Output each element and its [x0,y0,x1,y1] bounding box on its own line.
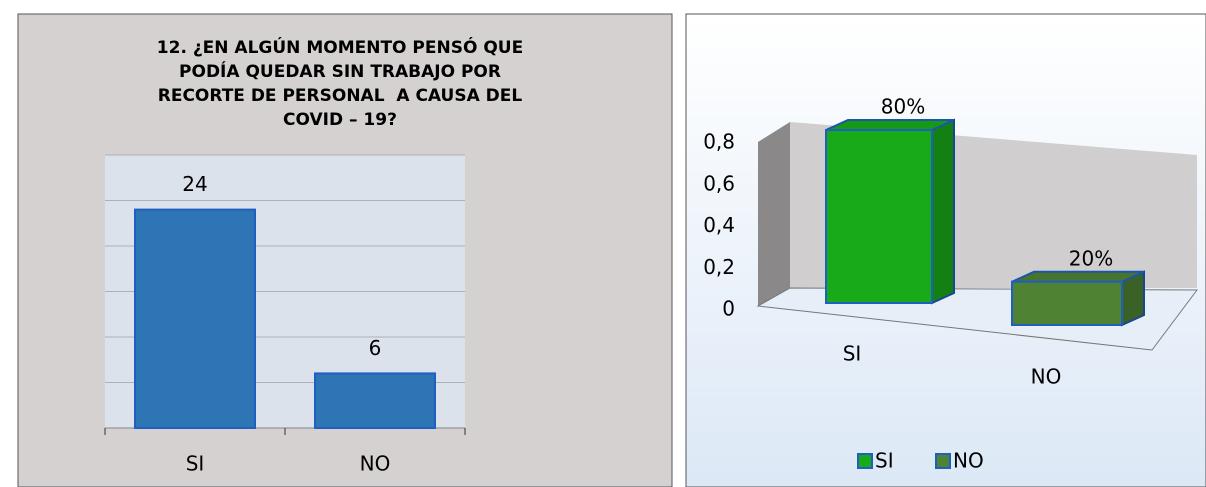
chart-title: PODÍA QUEDAR SIN TRABAJO POR [179,60,501,82]
y-tick-label: 0,8 [703,130,735,154]
data-label: 6 [369,336,382,360]
data-label: 80% [881,95,925,119]
x-tick-label: SI [186,452,205,476]
bar-side [931,118,955,305]
data-label: 24 [182,172,207,196]
bar-top [825,119,955,131]
y-tick-label: 0,2 [703,255,735,279]
legend-label: SI [875,449,894,473]
x-tick-label: SI [843,342,862,366]
bar [314,372,436,429]
legend-swatch [935,453,951,469]
chart-title: COVID – 19? [283,110,397,130]
bar-top [1011,270,1145,283]
bar [825,129,933,304]
x-tick-label: NO [360,452,391,476]
bar [1011,280,1123,326]
legend-label: NO [953,449,984,473]
y-tick-label: 0,4 [703,213,735,237]
bar [134,208,256,429]
chart-title: 12. ¿EN ALGÚN MOMENTO PENSÓ QUE [157,36,523,58]
side-wall [758,122,790,306]
x-tick-label: NO [1031,365,1062,389]
y-tick-label: 0,6 [703,171,735,195]
data-label: 20% [1069,246,1113,270]
legend-swatch [857,453,873,469]
y-tick-label: 0 [722,297,735,321]
chart-title: RECORTE DE PERSONAL A CAUSA DEL [158,86,523,106]
